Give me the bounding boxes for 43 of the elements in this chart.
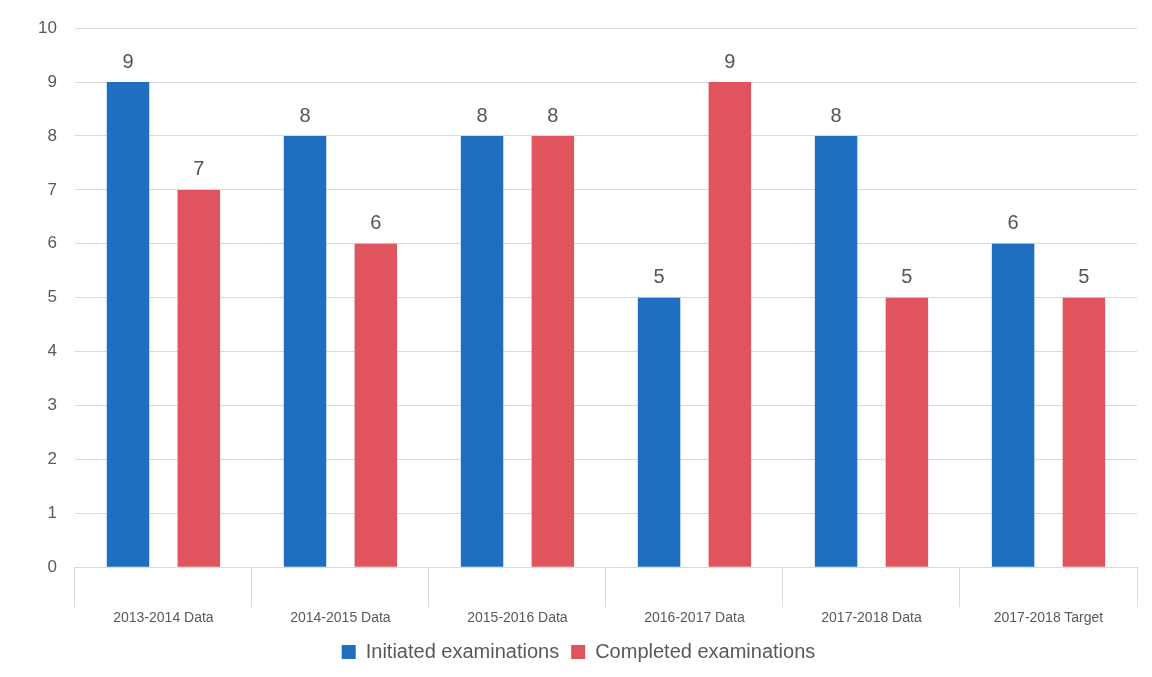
bar (814, 136, 858, 567)
data-label: 7 (193, 157, 205, 180)
y-tick-label: 3 (47, 395, 57, 415)
y-tick-label: 5 (47, 287, 57, 307)
bar (531, 136, 575, 567)
data-label: 8 (476, 103, 488, 126)
y-tick-label: 8 (47, 125, 57, 145)
y-tick-label: 9 (47, 71, 57, 91)
data-label: 8 (299, 103, 311, 126)
y-tick-label: 1 (47, 502, 57, 522)
bar (460, 136, 504, 567)
x-tick-label: 2015-2016 Data (467, 609, 568, 626)
x-tick-label: 2014-2015 Data (290, 609, 391, 626)
legend-label: Completed examinations (595, 639, 816, 662)
data-label: 5 (901, 265, 913, 288)
y-tick-label: 0 (47, 556, 57, 576)
data-label: 8 (547, 103, 559, 126)
bar (885, 297, 929, 567)
x-tick-label: 2017-2018 Data (821, 609, 922, 626)
x-tick-label: 2016-2017 Data (644, 609, 745, 626)
y-tick-label: 6 (47, 233, 57, 253)
data-label: 5 (1078, 265, 1090, 288)
bar (637, 297, 681, 567)
bar (177, 189, 221, 567)
x-tick-label: 2013-2014 Data (113, 609, 214, 626)
data-label: 9 (122, 49, 134, 72)
bar (1062, 297, 1106, 567)
bar (283, 136, 327, 567)
data-label: 8 (830, 103, 842, 126)
bar (708, 82, 752, 567)
data-label: 5 (653, 265, 665, 288)
legend-label: Initiated examinations (365, 639, 560, 662)
x-tick-label: 2017-2018 Target (993, 609, 1104, 626)
y-tick-label: 4 (47, 341, 57, 361)
y-tick-label: 7 (47, 179, 57, 199)
data-label: 6 (370, 211, 382, 234)
bar (991, 243, 1035, 567)
bar (354, 243, 398, 567)
y-tick-label: 10 (37, 17, 57, 37)
data-label: 9 (724, 49, 736, 72)
y-tick-label: 2 (47, 449, 57, 469)
data-label: 6 (1007, 211, 1019, 234)
bar (106, 82, 150, 567)
